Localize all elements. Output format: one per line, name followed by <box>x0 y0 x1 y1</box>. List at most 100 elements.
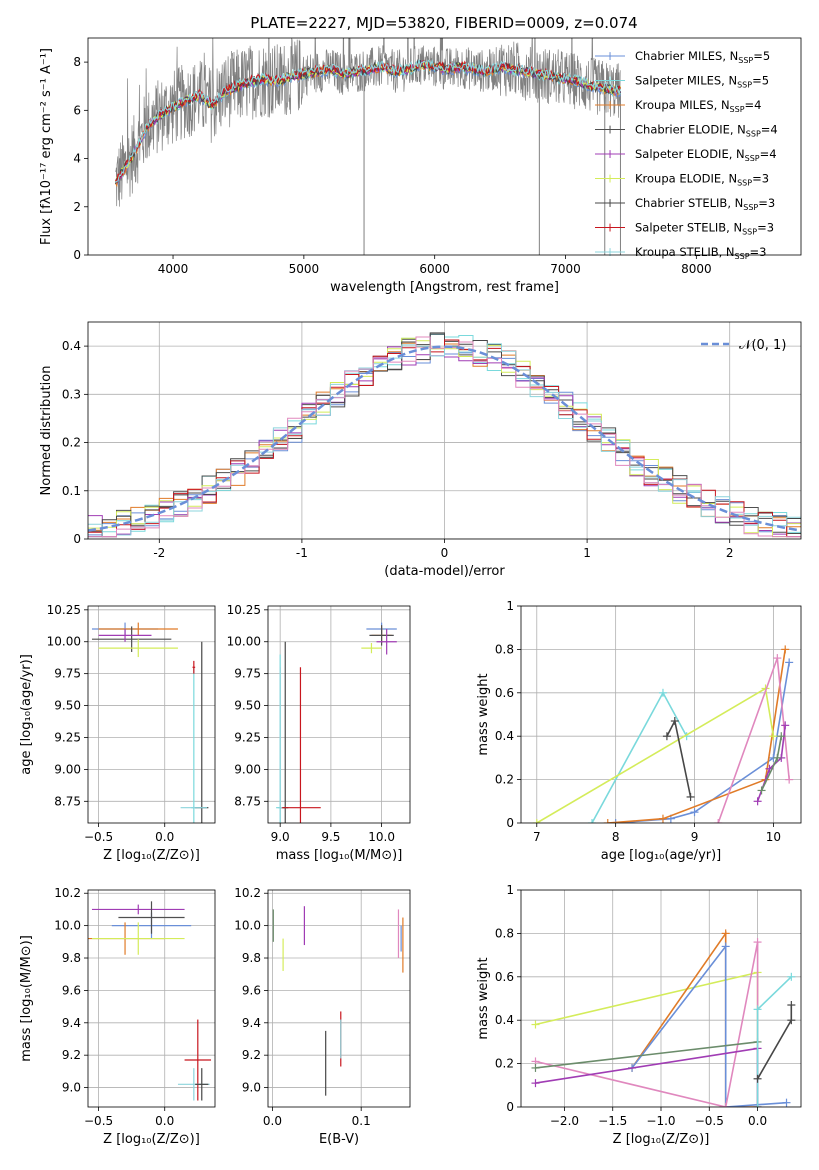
plot-area <box>114 38 622 255</box>
legend: 𝒩(0, 1) <box>701 338 786 353</box>
weight-marker <box>753 1074 762 1083</box>
legend-marker: + <box>605 123 615 137</box>
y-tick-label: 0 <box>506 816 514 830</box>
y-tick-label: 10.25 <box>227 603 261 617</box>
x-tick-label: 8000 <box>681 262 712 276</box>
error-bar-point <box>361 643 382 654</box>
y-tick-label: 9.25 <box>234 730 261 744</box>
plot-area <box>88 606 215 823</box>
weight-marker <box>753 1005 762 1014</box>
y-tick-label: 0.8 <box>495 642 514 656</box>
plot-area <box>268 890 410 1107</box>
weight-marker <box>714 819 723 823</box>
weight-marker <box>787 1016 796 1025</box>
x-tick-label: −0.5 <box>84 1114 113 1128</box>
error-bar-point <box>376 628 397 655</box>
y-axis-label: Normed distribution <box>39 366 54 496</box>
weight-marker <box>686 792 695 801</box>
axes-frame <box>87 605 216 824</box>
y-tick-label: 10.00 <box>47 635 81 649</box>
x-tick-label: 0.0 <box>263 1114 282 1128</box>
weight-marker <box>658 814 667 823</box>
weight-marker <box>781 645 790 654</box>
x-tick-label: 6000 <box>419 262 450 276</box>
weight-marker <box>690 808 699 817</box>
weight-line <box>717 657 790 823</box>
x-axis-label: mass [log₁₀(M/M⊙)] <box>276 848 403 863</box>
axes-frame <box>520 889 802 1108</box>
x-tick-label: 2 <box>726 546 734 560</box>
legend-marker: + <box>605 98 615 112</box>
legend-entry: Chabrier STELIB, NSSP=3 <box>635 196 775 212</box>
weight-marker <box>777 732 786 741</box>
x-tick-label: 8 <box>612 830 620 844</box>
axes-frame <box>520 605 802 824</box>
error-bar-point <box>184 1019 212 1101</box>
y-tick-label: 0 <box>73 248 81 262</box>
weight-marker <box>785 775 794 784</box>
y-tick-label: 9.8 <box>242 951 261 965</box>
y-tick-label: 1 <box>506 599 514 613</box>
y-axis-label: age [log₁₀(age/yr)] <box>19 654 34 775</box>
error-bar-point <box>192 660 196 674</box>
legend-entry: Kroupa STELIB, NSSP=3 <box>635 245 766 261</box>
y-tick-label: 10.0 <box>234 919 261 933</box>
error-bar-point <box>91 904 185 915</box>
weight-marker <box>753 938 762 947</box>
x-tick-label: 0.0 <box>155 1114 174 1128</box>
x-tick-label: 0.0 <box>748 1114 767 1128</box>
x-tick-label: −1.0 <box>646 1114 675 1128</box>
x-tick-label: 7000 <box>550 262 581 276</box>
plot-area <box>88 322 801 539</box>
y-tick-label: 4 <box>73 152 81 166</box>
x-tick-label: 9.0 <box>271 830 290 844</box>
x-tick-label: 1 <box>583 546 591 560</box>
y-tick-label: 0.4 <box>495 1013 514 1027</box>
subplot-age-vs-mass: 9.0 9.5 10.0 8.75 9.00 9.25 9.50 9.75 10.00 10.25… <box>227 603 411 863</box>
weight-marker <box>782 1098 791 1107</box>
error-bar-point <box>195 1068 209 1101</box>
y-tick-label: 9.0 <box>242 1081 261 1095</box>
error-bar-point <box>98 639 178 658</box>
legend-marker: + <box>605 74 615 88</box>
weight-marker <box>721 1103 730 1107</box>
x-tick-label: 0.0 <box>155 830 174 844</box>
y-tick-label: 9.2 <box>62 1048 81 1062</box>
y-tick-label: 9.50 <box>234 699 261 713</box>
weight-marker <box>532 819 541 823</box>
y-tick-label: 9.4 <box>242 1016 261 1030</box>
y-tick-label: 0.8 <box>495 926 514 940</box>
y-axis-label: mass weight <box>476 957 491 1039</box>
subplot-residuals: -2 -1 0 1 2 0 0.1 0.2 0.3 0.4 (data-model)/error No… <box>39 321 802 579</box>
x-tick-label: 7 <box>533 830 541 844</box>
x-tick-label: 4000 <box>158 262 189 276</box>
x-tick-label: −2.0 <box>550 1114 579 1128</box>
error-bar-point <box>280 667 321 823</box>
weight-line <box>756 1005 793 1080</box>
legend-marker: + <box>605 172 615 186</box>
y-tick-label: 9.8 <box>62 951 81 965</box>
x-tick-label: 0.1 <box>352 1114 371 1128</box>
x-tick-label: −0.5 <box>84 830 113 844</box>
weight-marker <box>753 797 762 806</box>
axes-frame <box>87 889 216 1108</box>
error-bar-point <box>98 622 178 636</box>
legend-entry: 𝒩(0, 1) <box>739 338 786 353</box>
legend-marker: + <box>605 49 615 63</box>
weight-marker <box>531 1079 540 1088</box>
y-tick-label: 8.75 <box>234 794 261 808</box>
weight-marker <box>531 1020 540 1029</box>
y-tick-label: 0.6 <box>495 686 514 700</box>
legend-marker: + <box>605 221 615 235</box>
y-tick-label: 8 <box>73 55 81 69</box>
y-tick-label: 9.00 <box>54 762 81 776</box>
x-tick-label: -1 <box>296 546 308 560</box>
weight-line <box>535 941 759 1107</box>
x-axis-label: E(B-V) <box>319 1132 359 1147</box>
figure-title: PLATE=2227, MJD=53820, FIBERID=0009, z=0… <box>250 14 637 32</box>
axes-frame <box>267 605 411 824</box>
y-tick-label: 0 <box>506 1100 514 1114</box>
x-tick-label: 10 <box>766 830 781 844</box>
x-axis-label: wavelength [Angstrom, rest frame] <box>330 280 559 295</box>
y-tick-label: 10.2 <box>234 886 261 900</box>
